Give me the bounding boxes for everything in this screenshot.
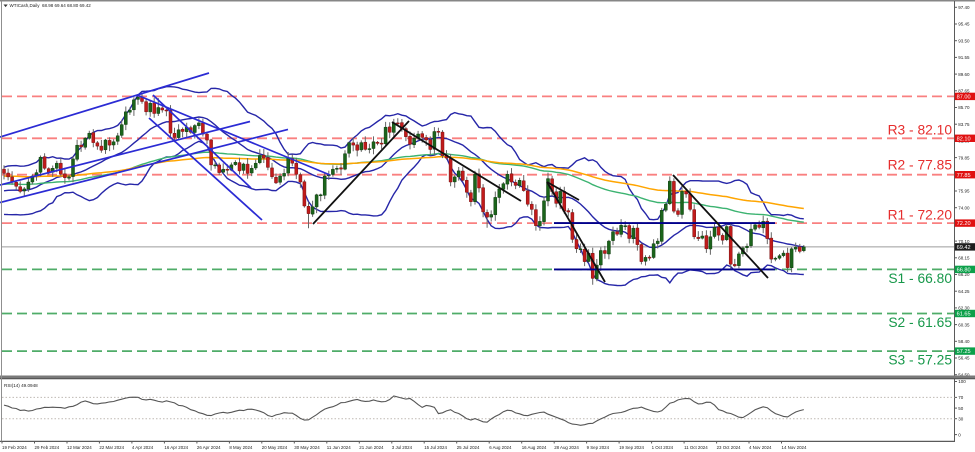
svg-text:54.50: 54.50 (958, 372, 970, 377)
svg-text:22 Mar 2024: 22 Mar 2024 (99, 445, 124, 450)
svg-text:91.55: 91.55 (958, 55, 970, 60)
svg-text:S2 - 61.65: S2 - 61.65 (888, 315, 952, 330)
svg-text:97.40: 97.40 (958, 5, 970, 10)
svg-text:S3 - 57.25: S3 - 57.25 (888, 353, 952, 368)
svg-text:3 Jul 2024: 3 Jul 2024 (392, 445, 413, 450)
svg-text:19 Sep 2024: 19 Sep 2024 (619, 445, 644, 450)
svg-text:72.20: 72.20 (957, 221, 971, 227)
svg-text:89.60: 89.60 (958, 72, 970, 77)
svg-text:30: 30 (958, 416, 964, 421)
svg-text:28 Aug 2024: 28 Aug 2024 (554, 445, 579, 450)
svg-text:68.15: 68.15 (958, 256, 970, 261)
svg-text:69.42: 69.42 (957, 245, 971, 251)
svg-text:14 Nov 2024: 14 Nov 2024 (782, 445, 807, 450)
svg-text:61.65: 61.65 (957, 312, 971, 318)
svg-text:100: 100 (958, 379, 966, 384)
svg-text:6 Aug 2024: 6 Aug 2024 (489, 445, 512, 450)
svg-text:25 Jul 2024: 25 Jul 2024 (457, 445, 480, 450)
svg-text:15 Jul 2024: 15 Jul 2024 (424, 445, 447, 450)
svg-text:20 May 2024: 20 May 2024 (262, 445, 288, 450)
svg-text:57.25: 57.25 (957, 349, 971, 355)
svg-text:79.85: 79.85 (958, 155, 970, 160)
svg-text:83.75: 83.75 (958, 122, 970, 127)
svg-text:66.20: 66.20 (958, 272, 970, 277)
svg-text:74.00: 74.00 (958, 205, 970, 210)
svg-text:21 Jun 2024: 21 Jun 2024 (359, 445, 384, 450)
svg-text:50: 50 (958, 406, 964, 411)
svg-text:29 Feb 2024: 29 Feb 2024 (35, 445, 60, 450)
svg-text:S1 - 66.80: S1 - 66.80 (888, 271, 952, 286)
svg-text:87.65: 87.65 (958, 89, 970, 94)
svg-text:77.85: 77.85 (957, 173, 971, 179)
svg-text:23 Oct 2024: 23 Oct 2024 (717, 445, 741, 450)
svg-text:87.00: 87.00 (957, 95, 971, 101)
svg-text:4 Nov 2024: 4 Nov 2024 (749, 445, 772, 450)
svg-text:12 Mar 2024: 12 Mar 2024 (67, 445, 92, 450)
svg-text:4 Apr 2024: 4 Apr 2024 (132, 445, 154, 450)
svg-text:62.30: 62.30 (958, 306, 970, 311)
svg-text:11 Jun 2024: 11 Jun 2024 (327, 445, 351, 450)
svg-text:R3 - 82.10: R3 - 82.10 (888, 123, 953, 138)
svg-text:RSI(14) 49.0948: RSI(14) 49.0948 (4, 383, 38, 388)
svg-text:19 Feb 2024: 19 Feb 2024 (2, 445, 27, 450)
svg-text:16 Apr 2024: 16 Apr 2024 (164, 445, 188, 450)
svg-text:70: 70 (958, 395, 964, 400)
svg-text:66.80: 66.80 (957, 268, 971, 274)
svg-text:26 Apr 2024: 26 Apr 2024 (197, 445, 221, 450)
svg-text:56.45: 56.45 (958, 356, 970, 361)
svg-text:R1 - 72.20: R1 - 72.20 (888, 208, 953, 223)
svg-text:8 May 2024: 8 May 2024 (229, 445, 253, 450)
svg-text:85.70: 85.70 (958, 105, 970, 110)
svg-text:60.35: 60.35 (958, 322, 970, 327)
svg-text:64.25: 64.25 (958, 289, 970, 294)
svg-text:11 Oct 2024: 11 Oct 2024 (684, 445, 708, 450)
svg-text:58.40: 58.40 (958, 339, 970, 344)
svg-text:WTICash,Daily 68.98 69.64 68.: WTICash,Daily 68.98 69.64 68.80 69.42 (10, 3, 92, 8)
svg-text:93.50: 93.50 (958, 38, 970, 43)
svg-text:9 Sep 2024: 9 Sep 2024 (587, 445, 610, 450)
svg-text:82.10: 82.10 (957, 136, 971, 142)
svg-text:75.95: 75.95 (958, 189, 970, 194)
svg-text:R2 - 77.85: R2 - 77.85 (888, 158, 953, 173)
svg-text:70.10: 70.10 (958, 239, 970, 244)
svg-text:95.45: 95.45 (958, 22, 970, 27)
svg-text:30 May 2024: 30 May 2024 (294, 445, 320, 450)
svg-text:1 Oct 2024: 1 Oct 2024 (652, 445, 674, 450)
svg-text:0: 0 (958, 432, 961, 437)
svg-text:16 Aug 2024: 16 Aug 2024 (522, 445, 547, 450)
